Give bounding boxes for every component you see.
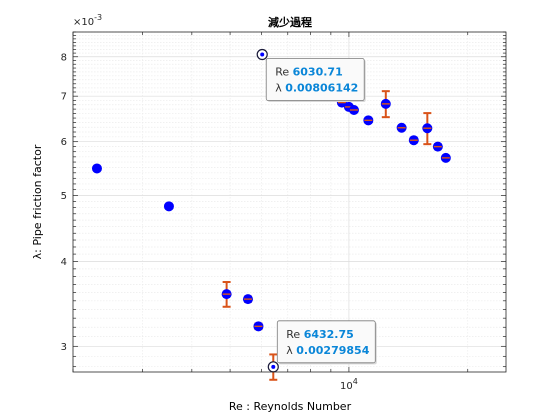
chart-title: 減少過程	[268, 15, 312, 29]
y-axis-label: λ: Pipe friction factor	[31, 144, 44, 259]
x-axis-label: Re : Reynolds Number	[229, 400, 352, 413]
datatips[interactable]: Re 6030.71 λ 0.00806142 Re 6432.75 λ 0.0027…	[265, 58, 377, 365]
y-tick-labels: 3 4 5 6 7 8	[61, 52, 67, 353]
y-tick-label: 5	[61, 191, 67, 202]
axes-box	[72, 31, 507, 373]
datatip-y-label: λ	[275, 82, 285, 95]
datatip-x-value: 6432.75	[304, 328, 354, 341]
datatip-x-line: Re 6432.75	[286, 328, 354, 341]
datatip-x-value: 6030.71	[293, 66, 343, 79]
datatip[interactable]: Re 6030.71 λ 0.00806142	[265, 58, 366, 103]
y-tick-label: 8	[61, 52, 67, 63]
data-point-center	[271, 364, 276, 369]
data-point	[91, 163, 102, 174]
data-point-center	[260, 52, 265, 57]
datatip-y-line: λ 0.00279854	[286, 344, 369, 357]
datatip-y-label: λ	[286, 344, 296, 357]
axis-ticks	[72, 31, 506, 372]
y-tick-label: 7	[61, 92, 67, 103]
y-exponent-label: ×10-3	[73, 13, 102, 28]
x-tick-label: 104	[340, 377, 358, 392]
plot-area: Re 6030.71 λ 0.00806142 Re 6432.75 λ 0.0027…	[72, 31, 507, 381]
datatip-x-label: Re	[286, 328, 303, 341]
datatip-y-value: 0.00806142	[285, 82, 358, 95]
datatip[interactable]: Re 6432.75 λ 0.00279854	[276, 320, 377, 365]
y-tick-label: 4	[61, 257, 67, 268]
datatip-box	[265, 58, 365, 101]
y-tick-label: 6	[61, 137, 67, 148]
datatip-box	[276, 320, 376, 364]
x-tick-labels: 104	[340, 377, 358, 392]
datatip-x-line: Re 6030.71	[275, 66, 343, 79]
datatip-y-value: 0.00279854	[296, 344, 369, 357]
data-point	[163, 201, 174, 212]
y-tick-label: 3	[61, 342, 67, 353]
datatip-y-line: λ 0.00806142	[275, 82, 358, 95]
datatip-x-label: Re	[275, 66, 292, 79]
